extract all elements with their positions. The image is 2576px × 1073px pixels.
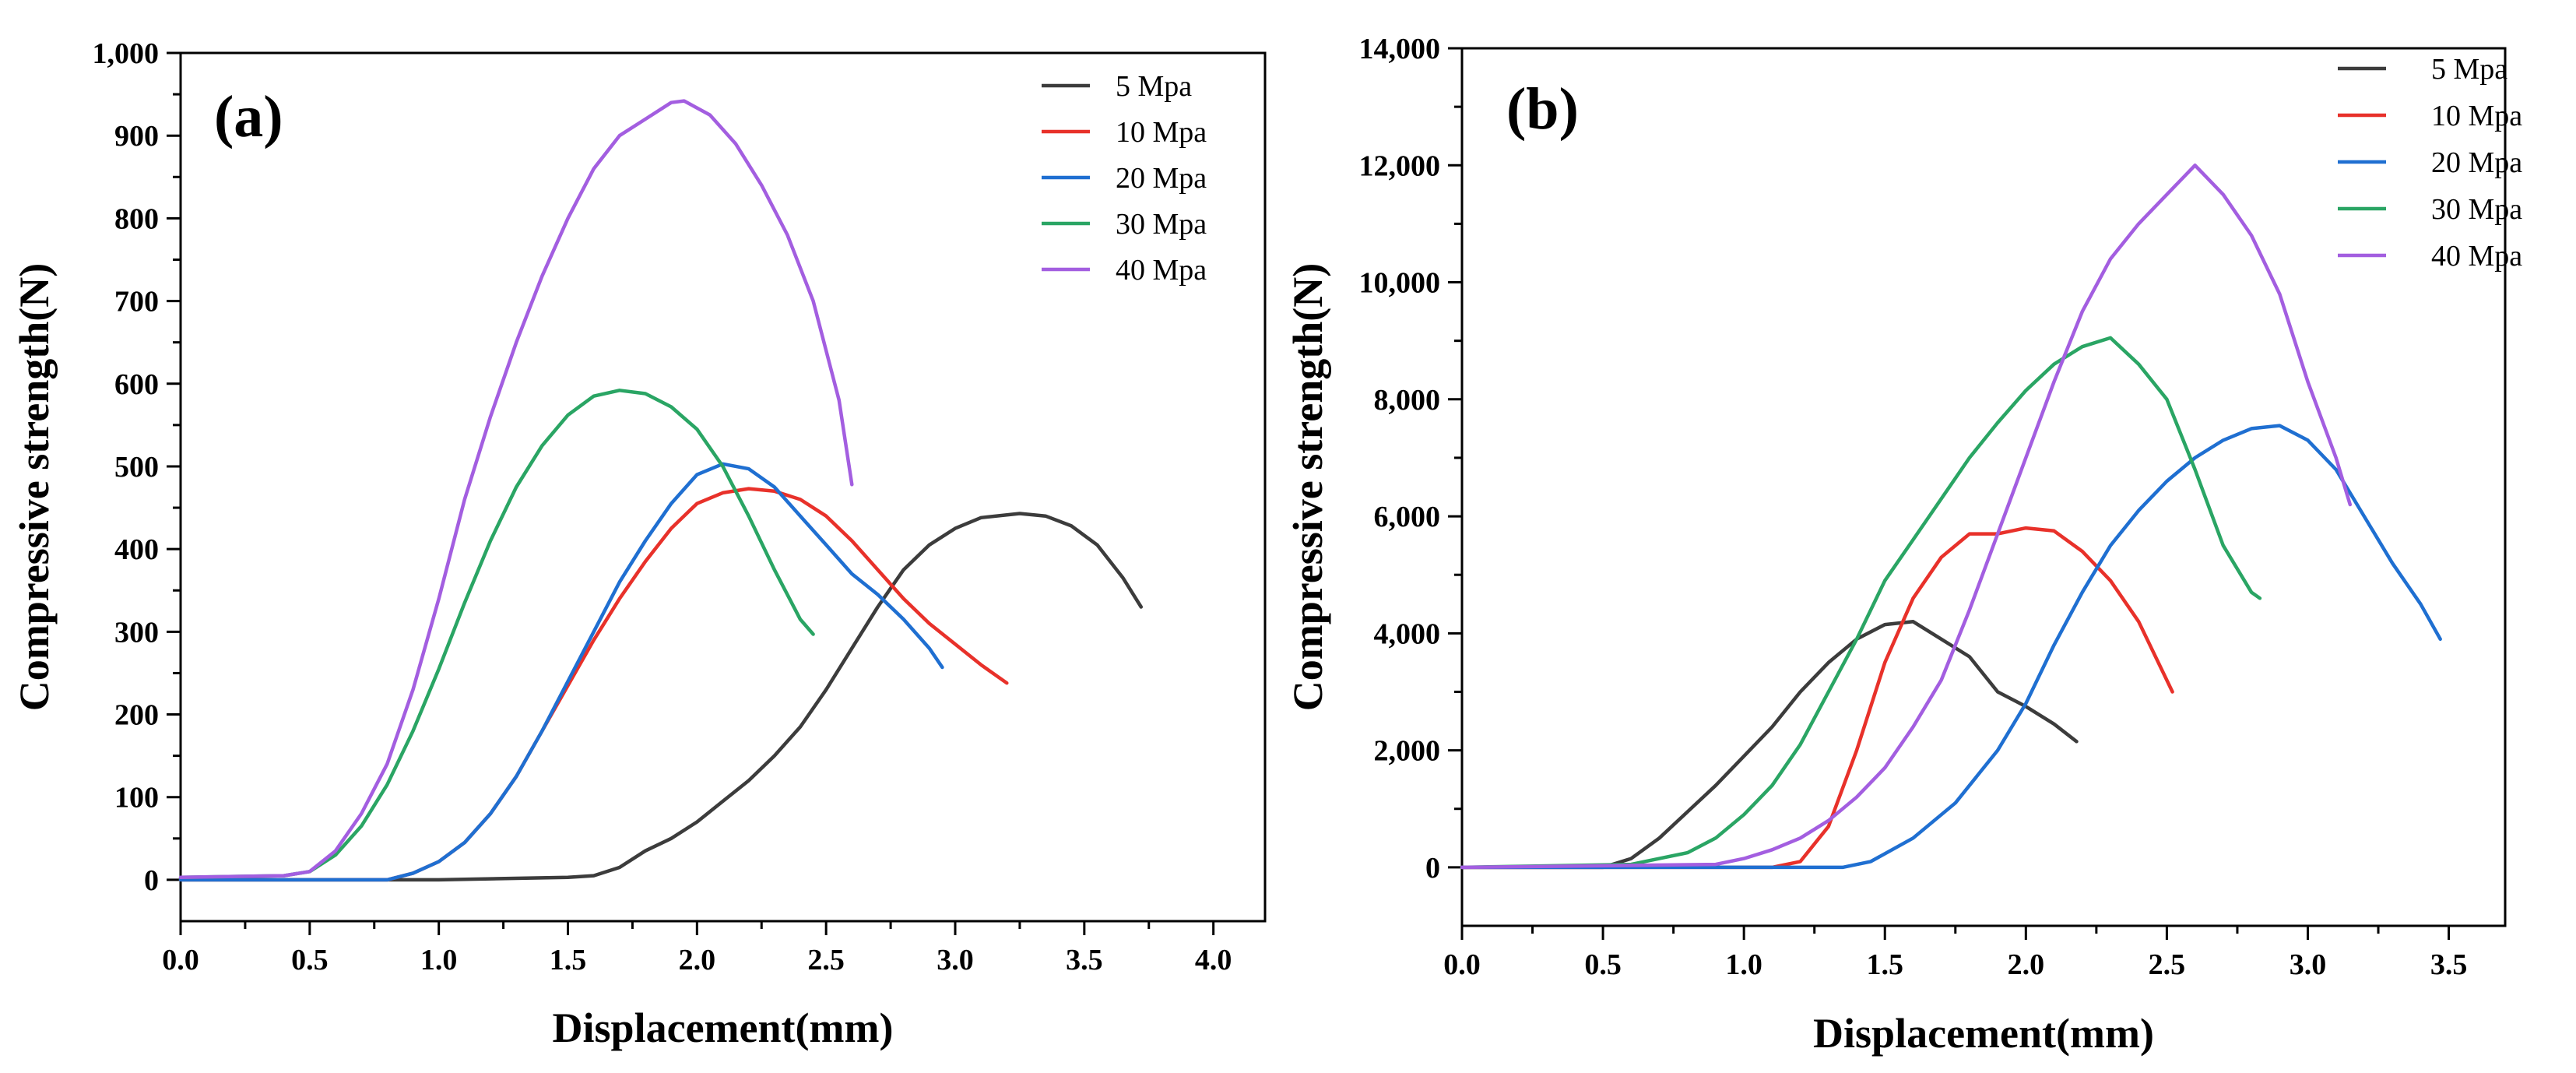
legend-label: 5 Mpa [2431,53,2507,86]
x-tick-label: 1.0 [1725,948,1762,981]
series-line-30-mpa [178,389,815,879]
x-tick-label: 2.0 [2008,948,2045,981]
series-line-5-mpa [178,512,1144,882]
y-tick-label: 200 [114,699,159,732]
x-tick-label: 0.0 [1443,948,1481,981]
x-tick-label: 3.0 [2290,948,2327,981]
y-tick-label: 14,000 [1359,33,1441,65]
x-tick-label: 4.0 [1195,944,1232,976]
y-axis-title: Compressive strength(N) [11,263,58,711]
y-tick-label: 900 [114,120,159,153]
y-tick-label: 8,000 [1374,384,1441,417]
y-tick-label: 0 [1425,852,1440,885]
x-tick-label: 2.0 [679,944,716,976]
y-tick-label: 1,000 [93,37,160,70]
x-tick-label: 2.5 [2149,948,2186,981]
y-tick-label: 12,000 [1359,150,1441,182]
x-axis-title: Displacement(mm) [1813,1010,2154,1057]
series-line-10-mpa [178,487,1009,882]
series-line-20-mpa [1460,424,2442,870]
series-line-40-mpa [1460,164,2353,870]
legend-label: 20 Mpa [2431,146,2522,179]
x-tick-label: 3.0 [937,944,974,976]
x-tick-label: 2.5 [807,944,845,976]
series-line-30-mpa [1460,336,2262,870]
y-tick-label: 100 [114,782,159,814]
y-tick-label: 4,000 [1374,617,1441,650]
plot-frame [1460,47,2507,927]
y-tick-label: 300 [114,616,159,649]
x-tick-label: 0.5 [291,944,329,976]
x-tick-label: 1.5 [550,944,587,976]
y-tick-label: 400 [114,533,159,566]
legend-label: 40 Mpa [1116,254,1207,287]
y-tick-label: 600 [114,368,159,401]
series-line-40-mpa [178,99,854,879]
panel-label: (a) [214,84,283,150]
legend-label: 20 Mpa [1116,162,1207,195]
x-tick-label: 1.5 [1866,948,1903,981]
x-tick-label: 0.5 [1584,948,1622,981]
y-tick-label: 10,000 [1359,267,1441,300]
series-line-20-mpa [178,462,944,882]
series-line-10-mpa [1460,526,2174,870]
panel-a: 0.0 0.5 1.0 1.5 2.0 2.5 3.0 3.5 4.0 0 100 200 300 400… [11,37,1267,1051]
y-tick-label: 800 [114,202,159,235]
x-tick-label: 3.5 [1066,944,1103,976]
legend-label: 5 Mpa [1116,70,1192,103]
panel-b: 0.0 0.5 1.0 1.5 2.0 2.5 3.0 3.5 0 2,000 4,000 6,000… [1284,33,2522,1057]
y-tick-label: 0 [144,864,159,897]
y-tick-label: 700 [114,286,159,318]
plot-frame [179,51,1267,923]
legend-label: 10 Mpa [2431,100,2522,132]
y-tick-label: 6,000 [1374,501,1441,533]
panel-label: (b) [1506,76,1579,142]
x-tick-label: 0.0 [162,944,199,976]
y-tick-label: 500 [114,451,159,484]
legend-label: 30 Mpa [2431,193,2522,226]
y-axis-title: Compressive strength(N) [1284,263,1331,711]
x-tick-label: 1.0 [420,944,458,976]
legend-label: 40 Mpa [2431,240,2522,273]
y-tick-label: 2,000 [1374,735,1441,768]
legend-label: 10 Mpa [1116,116,1207,149]
series-line-5-mpa [1460,620,2079,870]
x-tick-label: 3.5 [2430,948,2468,981]
legend-label: 30 Mpa [1116,208,1207,241]
x-axis-title: Displacement(mm) [553,1004,894,1051]
